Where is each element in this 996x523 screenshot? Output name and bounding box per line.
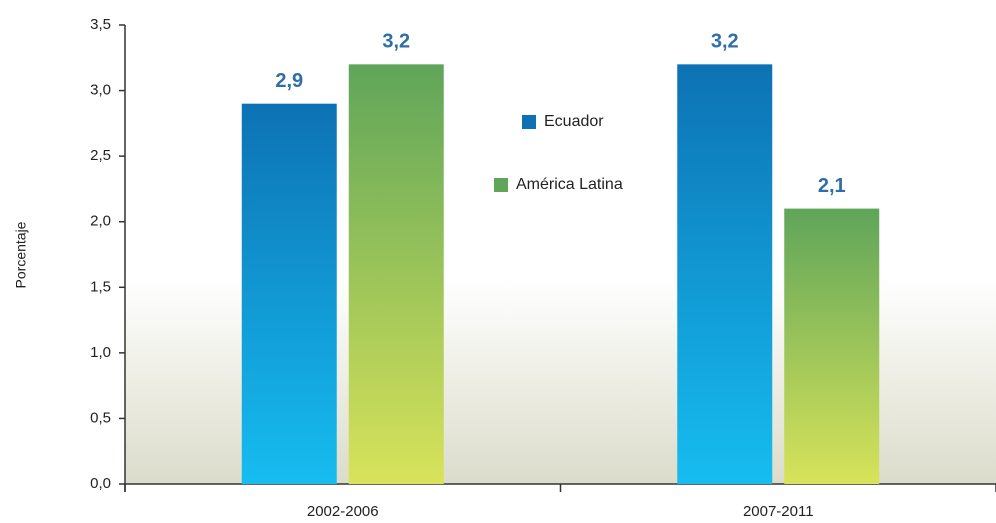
y-tick-label: 0,0 bbox=[90, 475, 111, 492]
y-tick-label: 2,5 bbox=[90, 147, 111, 164]
value-label: 3,2 bbox=[382, 31, 410, 53]
value-label: 3,2 bbox=[711, 31, 739, 53]
y-tick-label: 1,5 bbox=[90, 278, 111, 295]
bar bbox=[677, 64, 773, 484]
y-tick-label: 3,5 bbox=[90, 16, 111, 33]
y-tick-label: 0,5 bbox=[90, 409, 111, 426]
legend-swatch bbox=[494, 178, 508, 192]
legend-label: Ecuador bbox=[544, 113, 604, 130]
x-tick-label: 2002-2006 bbox=[307, 503, 379, 520]
y-tick-label: 2,0 bbox=[90, 213, 111, 230]
y-axis-title: Porcentaje bbox=[13, 221, 29, 288]
y-tick-label: 3,0 bbox=[90, 82, 111, 99]
y-tick-label: 1,0 bbox=[90, 344, 111, 361]
value-label: 2,9 bbox=[275, 70, 303, 92]
bar bbox=[241, 103, 337, 484]
legend-swatch bbox=[522, 115, 536, 129]
x-tick-label: 2007-2011 bbox=[743, 503, 814, 520]
bar bbox=[784, 208, 880, 484]
bar bbox=[348, 64, 444, 484]
legend-label: América Latina bbox=[516, 176, 623, 193]
value-label: 2,1 bbox=[818, 175, 846, 197]
